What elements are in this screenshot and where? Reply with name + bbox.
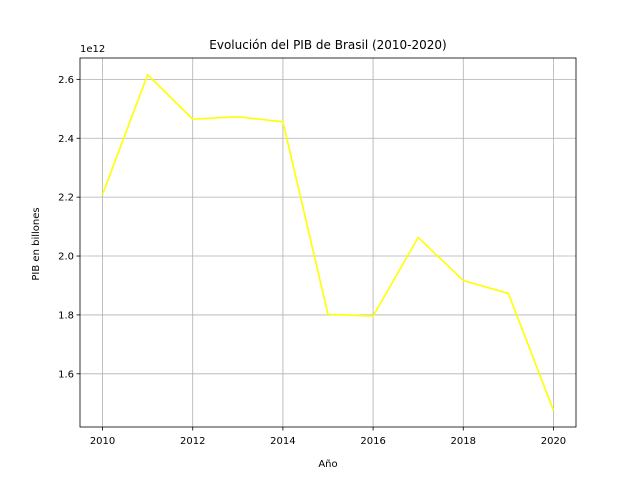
x-tick-label: 2012 <box>180 436 205 447</box>
y-tick-label: 1.8 <box>58 310 74 321</box>
chart-title: Evolución del PIB de Brasil (2010-2020) <box>209 38 446 52</box>
y-tick-label: 1.6 <box>58 369 74 380</box>
x-tick-label: 2014 <box>270 436 295 447</box>
series-line <box>101 73 555 411</box>
y-tick-label: 2.6 <box>58 75 74 86</box>
plot-frame <box>79 57 577 428</box>
x-tick-label: 2018 <box>451 436 476 447</box>
y-tick-label: 2.2 <box>58 193 74 204</box>
x-axis-label: Año <box>318 459 337 470</box>
y-tick-label: 2.0 <box>58 252 74 263</box>
x-tick-label: 2016 <box>360 436 385 447</box>
y-axis-offset-label: 1e12 <box>80 44 105 55</box>
y-tick-label: 2.4 <box>58 134 74 145</box>
series-layer <box>101 73 555 411</box>
y-axis-label: PIB en billones <box>31 207 42 280</box>
grid-layer <box>80 58 576 427</box>
x-tick-label: 2020 <box>541 436 566 447</box>
tick-layer: 2010 2012 2014 2016 2018 2020 1.6 1.8 2.0 2.2 2.4 2… <box>58 75 566 447</box>
x-tick-label: 2010 <box>90 436 115 447</box>
